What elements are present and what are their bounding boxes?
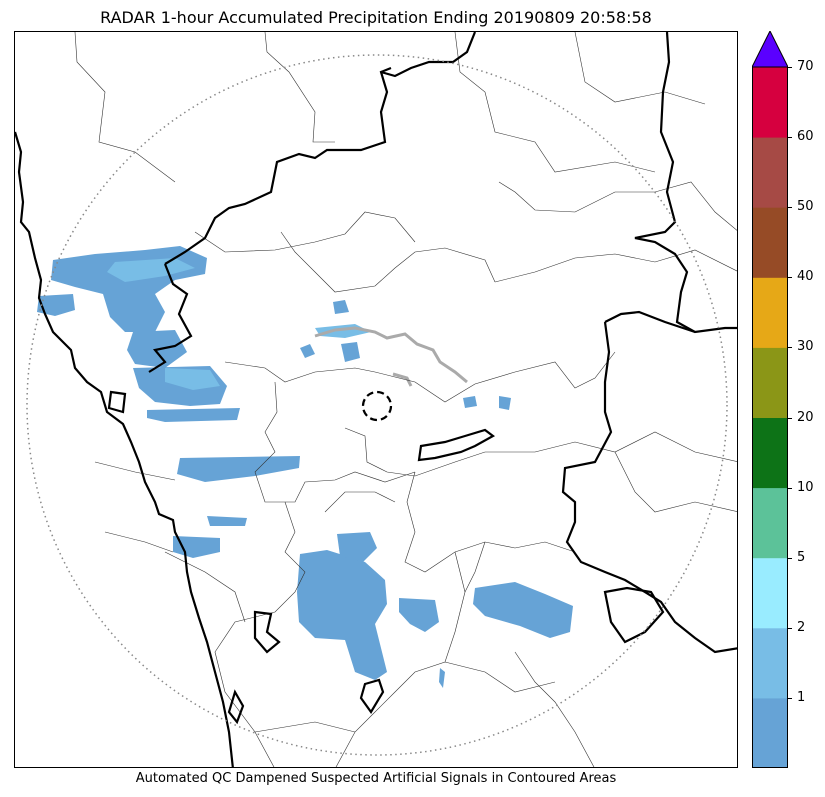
colorbar-extend-max [751,29,789,68]
colorbar-tick-mark [788,137,792,139]
colorbar-tick-mark [788,627,792,629]
colorbar-bin [752,207,788,278]
colorbar-tick-mark [788,697,792,699]
colorbar-tick-label: 60 [797,129,814,145]
radar-site-marker [361,390,393,422]
colorbar-tick-label: 30 [797,339,814,355]
colorbar-bin [752,417,788,489]
colorbar-tick-label: 40 [797,269,814,285]
colorbar-bin [752,67,788,138]
colorbar-bin [752,137,788,208]
precipitation-light-layer [107,258,371,390]
colorbar-bin [752,627,788,699]
colorbar-bin [752,697,788,769]
colorbar-outline [752,66,788,768]
colorbar-tick-mark [788,557,792,559]
colorbar [751,29,789,769]
colorbar-tick-mark [788,277,792,279]
colorbar-tick-label: 70 [797,59,814,74]
colorbar-bin [752,347,788,418]
colorbar-bin [752,487,788,559]
colorbar-tick-mark [788,67,792,68]
colorbar-bin [752,277,788,348]
radar-range-ring [26,54,728,756]
colorbar-svg [751,29,789,769]
colorbar-tick-label: 10 [797,479,814,495]
qc-contoured-areas [314,326,468,387]
colorbar-tick-label: 1 [797,689,806,705]
colorbar-tick-label: 20 [797,409,814,425]
map-svg [15,32,737,767]
chart-title: RADAR 1-hour Accumulated Precipitation E… [100,8,652,27]
colorbar-tick-label: 5 [797,549,806,565]
state-boundaries [15,32,737,767]
colorbar-tick-label: 2 [797,619,806,635]
district-boundaries [74,32,737,767]
colorbar-tick-mark [788,347,792,349]
colorbar-tick-mark [788,487,792,489]
radar-map[interactable] [14,31,738,768]
precipitation-layer [37,246,573,688]
map-footer-note: Automated QC Dampened Suspected Artifici… [135,771,617,786]
colorbar-tick-mark [788,207,792,209]
colorbar-tick-mark [788,417,792,419]
colorbar-tick-label: 50 [797,199,814,215]
colorbar-bin [752,557,788,629]
